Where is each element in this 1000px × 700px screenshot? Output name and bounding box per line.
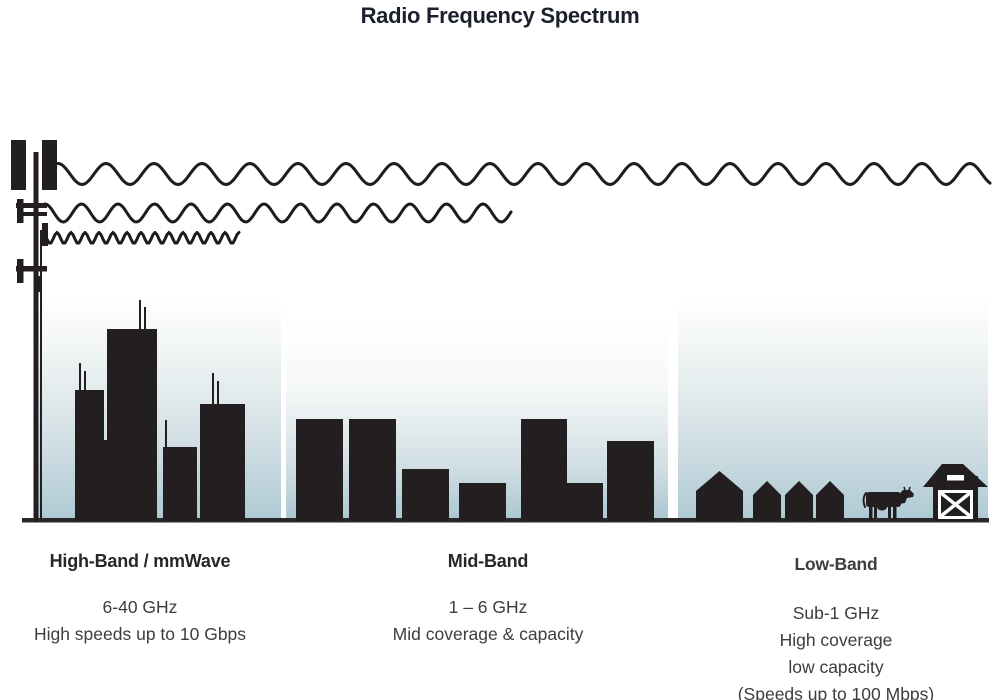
- cow-icon: [862, 486, 914, 520]
- high-band-description: High speeds up to 10 Gbps: [33, 624, 247, 644]
- low-band-frequency: Sub-1 GHz: [792, 603, 880, 623]
- barn-icon: [923, 464, 988, 521]
- high-band-heading: High-Band / mmWave: [49, 551, 231, 571]
- tower-part: [22, 212, 47, 216]
- band-label-high: High-Band / mmWave 6-40 GHz High speeds …: [0, 551, 310, 648]
- band-label-mid: Mid-Band 1 – 6 GHz Mid coverage & capaci…: [318, 551, 658, 648]
- tower-part: [40, 230, 42, 522]
- tower-part: [42, 140, 57, 190]
- low-band-capacity: low capacity: [788, 657, 884, 677]
- house-icon: [816, 481, 844, 521]
- low-band-coverage: High coverage: [779, 630, 893, 650]
- mid-band-heading: Mid-Band: [447, 551, 529, 571]
- tower-part: [33, 152, 39, 522]
- skyscraper: [107, 329, 157, 521]
- mid-band-frequency: 1 – 6 GHz: [448, 597, 528, 617]
- barn-door-cross: [939, 491, 972, 518]
- high-band-wave: [41, 231, 241, 245]
- cow-horns: [903, 486, 911, 491]
- cow-leg: [869, 505, 873, 520]
- cow-tail: [862, 492, 867, 508]
- high-band-frequency: 6-40 GHz: [102, 597, 178, 617]
- mid-rise-building: [567, 483, 603, 521]
- cow-head: [896, 490, 914, 504]
- mid-band-wave: [43, 202, 513, 224]
- mid-rise-building: [296, 419, 343, 521]
- low-band-speed: (Speeds up to 100 Mbps): [737, 684, 935, 700]
- tower-part: [16, 266, 47, 272]
- cow-leg: [888, 505, 891, 518]
- mid-band-description: Mid coverage & capacity: [392, 624, 584, 644]
- barn-loft-window: [947, 475, 964, 481]
- skyscraper: [163, 447, 197, 521]
- mid-band-skyline: [296, 419, 654, 521]
- mid-rise-building: [402, 469, 449, 521]
- cow-leg: [874, 505, 877, 518]
- high-band-skyline: [75, 300, 245, 521]
- tower-part: [11, 140, 26, 190]
- cow-body: [866, 492, 901, 507]
- skyscraper: [75, 390, 104, 521]
- cow-udder: [877, 503, 887, 511]
- mid-rise-building: [607, 441, 654, 521]
- house-icon: [785, 481, 813, 521]
- tower-part: [17, 199, 24, 223]
- spectrum-illustration: [11, 140, 992, 523]
- radio-waves: [41, 162, 992, 245]
- mid-rise-building: [521, 419, 567, 521]
- cell-tower-icon: [11, 140, 57, 522]
- house-icon: [696, 471, 743, 521]
- low-band-scene: [696, 464, 988, 521]
- band-label-low: Low-Band Sub-1 GHz High coverage low cap…: [666, 551, 1000, 700]
- mid-rise-building: [459, 483, 506, 521]
- mid-rise-building: [349, 419, 396, 521]
- page-title: Radio Frequency Spectrum: [360, 3, 640, 28]
- house-icon: [753, 481, 781, 521]
- low-band-wave: [56, 162, 992, 186]
- cow-leg: [893, 505, 897, 520]
- skyscraper: [200, 404, 245, 521]
- low-band-heading: Low-Band: [794, 554, 878, 574]
- tower-part: [16, 203, 47, 208]
- tower-part: [37, 276, 42, 292]
